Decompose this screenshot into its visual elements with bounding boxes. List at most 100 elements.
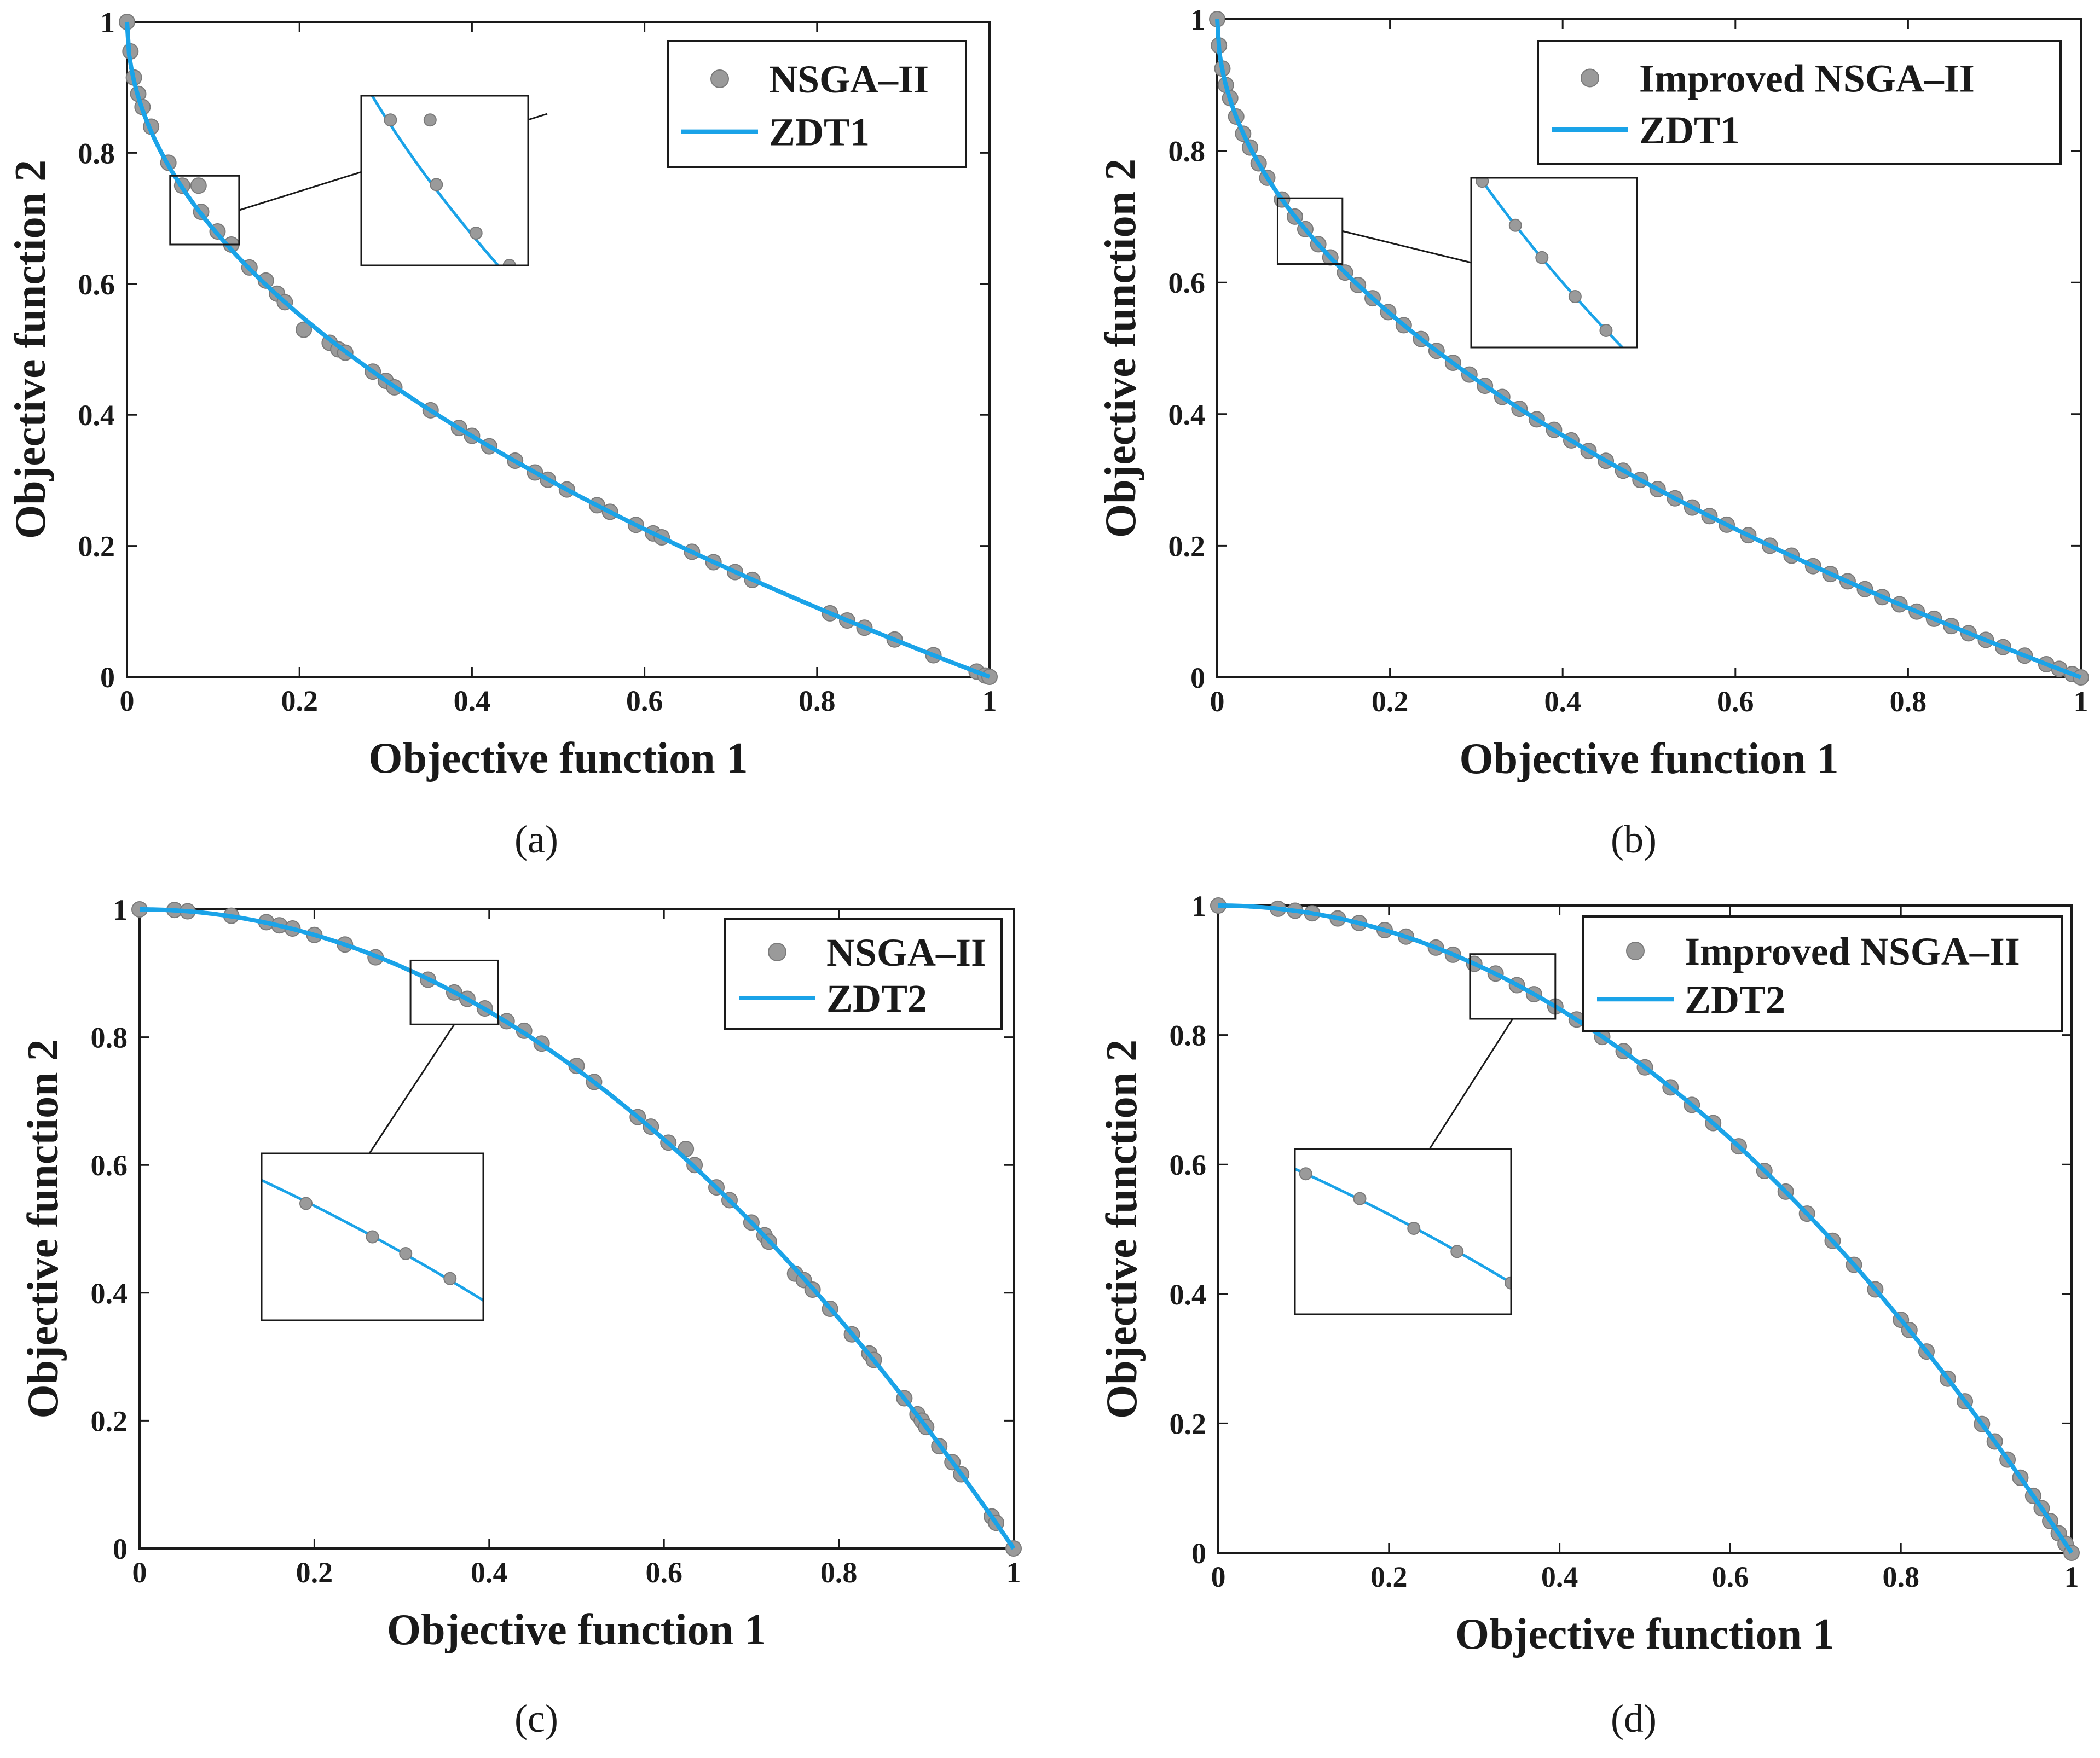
x-tick-label: 0.6	[645, 1556, 682, 1589]
y-tick-label: 0.2	[1168, 530, 1206, 562]
plot-area-frame	[1216, 18, 2082, 678]
inset-data-point	[430, 178, 443, 192]
subfigure-caption: (b)	[1611, 817, 1657, 861]
x-axis-label: Objective function 1	[1459, 735, 1838, 783]
chart-panel-b: 0 0.2 0.4 0.6 0.8 1 0 0.2 0.4 0.6 0.8 1 Objective fu…	[1097, 3, 2089, 861]
y-tick-label: 0.8	[1168, 135, 1206, 168]
inset-data-point	[1476, 178, 1489, 188]
x-tick-label: 0.6	[626, 684, 663, 717]
y-tick-label: 0.6	[1170, 1148, 1207, 1181]
data-point	[257, 272, 274, 289]
y-tick-label: 0	[113, 1533, 128, 1565]
inset-plot	[371, 96, 516, 265]
legend-box	[1582, 915, 2063, 1032]
x-tick-label: 0.4	[471, 1556, 508, 1589]
legend-entry-curve: ZDT1	[769, 111, 870, 154]
chart-panel-d: 0 0.2 0.4 0.6 0.8 1 0 0.2 0.4 0.6 0.8 1 Objective fu…	[1098, 890, 2080, 1740]
inset-frame	[1294, 1148, 1512, 1315]
inset-curve	[1295, 1168, 1511, 1284]
x-tick-label: 0.2	[296, 1556, 333, 1589]
y-tick-label: 0.8	[78, 137, 115, 170]
legend-box	[667, 40, 967, 168]
inset-data-point	[1353, 1192, 1367, 1205]
x-axis-label: Objective function 1	[1455, 1610, 1835, 1658]
x-tick-label: 0	[1210, 685, 1225, 718]
y-tick-label: 1	[1190, 3, 1205, 36]
y-tick-label: 0.4	[1170, 1278, 1207, 1311]
y-axis-label: Objective function 2	[19, 1039, 67, 1418]
y-axis-label: Objective function 2	[1098, 1040, 1146, 1419]
inset-data-point	[1568, 290, 1582, 303]
y-tick-label: 0.6	[1168, 266, 1206, 299]
plot-area-frame	[126, 21, 991, 678]
y-tick-label: 0.2	[91, 1405, 128, 1437]
zoom-connector-line	[1428, 1018, 1514, 1150]
x-tick-label: 0.4	[1541, 1560, 1578, 1593]
zoom-connector-line	[1342, 230, 1472, 264]
inset-data-point	[366, 1230, 379, 1244]
inset-data-point	[1505, 1276, 1511, 1290]
inset-data-point	[443, 1272, 457, 1285]
reference-curve	[1215, 19, 2082, 680]
inset-data-point	[399, 1247, 413, 1260]
y-axis-label: Objective function 2	[7, 160, 55, 539]
inset-frame	[360, 95, 529, 266]
y-tick-label: 0.8	[1170, 1019, 1207, 1052]
x-tick-label: 0.6	[1712, 1560, 1749, 1593]
inset-data-point	[502, 259, 516, 265]
x-axis-label: Objective function 1	[368, 734, 748, 782]
reference-curve	[140, 907, 1016, 1550]
x-tick-label: 1	[1006, 1556, 1021, 1589]
legend-entry-series: NSGA–II	[769, 57, 929, 101]
data-point	[190, 177, 207, 194]
inset-data-point	[1508, 218, 1522, 232]
legend-entry-curve: ZDT2	[1685, 978, 1785, 1022]
y-tick-label: 0.6	[78, 268, 115, 301]
legend-marker-icon	[710, 69, 729, 88]
chart-panel-a: 0 0.2 0.4 0.6 0.8 1 0 0.2 0.4 0.6 0.8 1 Objective fu…	[7, 6, 998, 861]
legend-box	[1537, 40, 2062, 165]
plot-area-frame	[1217, 904, 2073, 1554]
data-point	[296, 321, 313, 338]
x-tick-label: 0	[132, 1556, 147, 1589]
legend-entry-series: Improved NSGA–II	[1639, 57, 1975, 101]
y-tick-label: 1	[1191, 890, 1206, 922]
reference-curve	[1218, 903, 2074, 1554]
x-tick-label: 0.8	[1890, 685, 1927, 718]
x-tick-label: 0	[1211, 1560, 1226, 1593]
legend-entry-series: Improved NSGA–II	[1685, 930, 2020, 973]
legend-box	[724, 918, 1003, 1030]
x-tick-label: 0.6	[1717, 685, 1754, 718]
legend-entry-curve: ZDT2	[826, 977, 927, 1020]
inset-data-point	[469, 226, 483, 240]
chart-panel-c: 0 0.2 0.4 0.6 0.8 1 0 0.2 0.4 0.6 0.8 1 Objective fu…	[19, 893, 1022, 1740]
legend-entry-series: NSGA–II	[826, 931, 986, 974]
x-tick-label: 0.8	[799, 684, 836, 717]
y-tick-label: 0	[1191, 1537, 1206, 1570]
y-tick-label: 0.2	[78, 530, 115, 563]
x-tick-label: 0.4	[1544, 685, 1581, 718]
inset-data-point	[1599, 324, 1613, 337]
legend-marker-icon	[1626, 942, 1645, 960]
inset-data-point	[1535, 251, 1549, 264]
x-tick-label: 0.4	[454, 684, 491, 717]
y-tick-label: 1	[100, 6, 115, 39]
inset-frame	[1470, 177, 1638, 349]
y-tick-label: 0.2	[1170, 1407, 1207, 1440]
y-tick-label: 0	[100, 661, 115, 694]
x-tick-label: 1	[2074, 685, 2089, 718]
y-tick-label: 0	[1190, 662, 1205, 694]
x-tick-label: 1	[2064, 1560, 2079, 1593]
x-axis-label: Objective function 1	[387, 1606, 766, 1654]
y-tick-label: 0.4	[1168, 398, 1206, 431]
x-tick-label: 0.2	[1372, 685, 1409, 718]
zoom-connector-line	[368, 1024, 455, 1154]
inset-frame	[261, 1152, 484, 1321]
inset-background	[1471, 178, 1637, 347]
x-tick-label: 0.2	[1370, 1560, 1408, 1593]
inset-data-point	[1299, 1167, 1312, 1181]
legend-marker-icon	[768, 943, 786, 961]
subfigure-caption: (a)	[514, 817, 558, 861]
inset-data-point	[299, 1197, 313, 1210]
